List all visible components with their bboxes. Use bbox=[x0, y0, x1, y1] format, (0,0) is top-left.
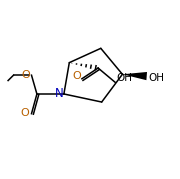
Text: O: O bbox=[73, 71, 81, 81]
Text: OH: OH bbox=[148, 72, 165, 83]
Text: O: O bbox=[21, 108, 30, 118]
Text: OH: OH bbox=[116, 73, 132, 83]
Text: O: O bbox=[22, 70, 31, 80]
Polygon shape bbox=[122, 72, 147, 80]
Text: N: N bbox=[55, 87, 64, 100]
